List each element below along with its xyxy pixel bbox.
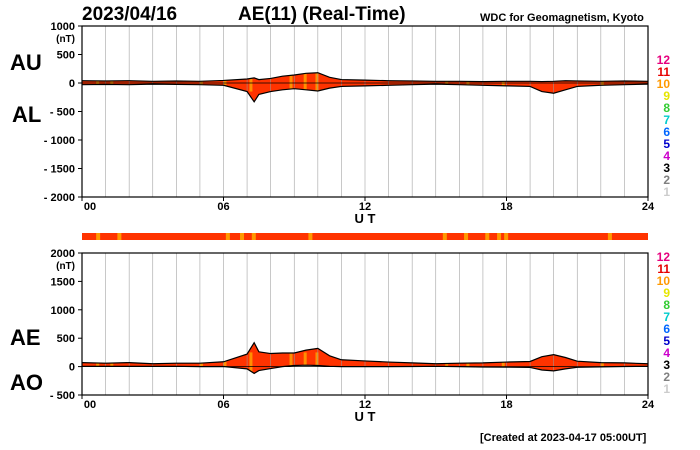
station-count-8: 8 — [663, 298, 670, 312]
p1-ytick-label-1: 1500 — [51, 276, 75, 288]
station-strip-segment-9 — [497, 233, 502, 240]
station-count-3: 3 — [663, 161, 670, 175]
p0-ytick-label-2: 0 — [69, 78, 75, 90]
station-count-4: 4 — [663, 149, 670, 163]
station-count-1: 1 — [663, 185, 670, 199]
station-strip-segment-8 — [485, 233, 490, 240]
p0-ytick-label-3: - 500 — [50, 107, 75, 119]
p1-stripe-11 — [600, 352, 604, 376]
p1-stripe-0 — [96, 352, 100, 376]
station-strip — [82, 233, 648, 240]
p1-ytick-label-0: 2000 — [51, 248, 75, 260]
station-count-3: 3 — [663, 358, 670, 372]
station-count-11: 11 — [657, 262, 670, 276]
station-strip-segment-2 — [225, 233, 230, 240]
station-count-1: 1 — [663, 382, 670, 396]
p0-y-unit-label: (nT) — [56, 34, 75, 45]
p1-stripe-1 — [110, 352, 114, 376]
p1-stripe-6 — [303, 352, 307, 376]
chart-title: AE(11) (Real-Time) — [238, 4, 406, 25]
p1-stripe-9 — [466, 352, 470, 376]
station-count-7: 7 — [663, 113, 670, 127]
p1-stripe-10 — [501, 352, 505, 376]
station-strip-segment-0 — [96, 233, 101, 240]
p1-xtick-label-0: 00 — [84, 399, 96, 411]
chart-date: 2023/04/16 — [82, 4, 178, 25]
p1-ytick-label-3: 500 — [57, 333, 75, 345]
p1-series-ae-line — [81, 341, 649, 365]
station-count-9: 9 — [663, 89, 670, 103]
p0-series-al-line — [81, 83, 649, 103]
station-count-10: 10 — [656, 274, 670, 288]
station-count-6: 6 — [663, 322, 670, 336]
station-count-12: 12 — [656, 53, 670, 67]
station-count-4: 4 — [663, 346, 670, 360]
p1-y-unit-label: (nT) — [56, 261, 75, 272]
p0-ytick-label-4: - 1000 — [44, 135, 75, 147]
station-strip-segment-10 — [504, 233, 509, 240]
station-count-10: 10 — [656, 77, 670, 91]
p1-stripe-3 — [223, 352, 227, 376]
station-strip-segment-7 — [464, 233, 469, 240]
p0-xtick-label-3: 18 — [500, 201, 512, 213]
station-count-legend-bottom: 12 11 10 9 8 7 6 5 4 3 2 1 — [630, 251, 670, 395]
station-strip-segment-11 — [607, 233, 612, 240]
p0-stripe-6 — [303, 68, 307, 92]
station-count-2: 2 — [663, 370, 670, 384]
p0-xtick-label-0: 00 — [84, 201, 96, 213]
station-count-9: 9 — [663, 286, 670, 300]
p0-ytick-label-5: - 1500 — [44, 164, 75, 176]
station-count-6: 6 — [663, 125, 670, 139]
p1-ytick-label-4: 0 — [69, 362, 75, 374]
p1-xtick-label-2: 12 — [359, 399, 371, 411]
ao-label: AO — [10, 370, 43, 395]
p0-xtick-label-2: 12 — [359, 201, 371, 213]
station-count-12: 12 — [656, 250, 670, 264]
p1-stripe-7 — [315, 352, 319, 376]
p1-stripe-2 — [199, 352, 203, 376]
station-count-8: 8 — [663, 101, 670, 115]
p0-ytick-label-1: 500 — [57, 50, 75, 62]
p0-stripe-4 — [249, 68, 253, 92]
station-count-5: 5 — [663, 334, 670, 348]
p0-band-fill — [82, 72, 648, 102]
p1-xtick-label-3: 18 — [500, 399, 512, 411]
p1-x-axis-label: U T — [355, 409, 376, 424]
station-count-legend-top: 12 11 10 9 8 7 6 5 4 3 2 1 — [630, 54, 670, 198]
p0-series-au-line — [81, 72, 649, 83]
p0-ytick-label-0: 1000 — [51, 21, 75, 33]
ae-label: AE — [10, 325, 41, 350]
al-label: AL — [12, 102, 42, 127]
station-count-7: 7 — [663, 310, 670, 324]
p1-xtick-label-1: 06 — [217, 399, 229, 411]
p0-ytick-label-6: - 2000 — [44, 192, 75, 204]
station-count-5: 5 — [663, 137, 670, 151]
p1-stripe-5 — [289, 352, 293, 376]
station-strip-segment-5 — [308, 233, 313, 240]
p0-stripe-7 — [315, 68, 319, 92]
p1-ytick-label-2: 1000 — [51, 305, 75, 317]
station-count-11: 11 — [657, 65, 670, 79]
station-strip-segment-1 — [117, 233, 122, 240]
p1-stripe-4 — [249, 352, 253, 376]
station-strip-segment-6 — [442, 233, 447, 240]
p0-stripe-5 — [289, 68, 293, 92]
data-source: WDC for Geomagnetism, Kyoto — [480, 12, 644, 24]
p0-xtick-label-1: 06 — [217, 201, 229, 213]
p1-ytick-label-5: - 500 — [50, 390, 75, 402]
p0-x-axis-label: U T — [355, 211, 376, 226]
station-strip-segment-3 — [240, 233, 245, 240]
p0-xtick-label-4: 24 — [642, 201, 655, 213]
p1-xtick-label-4: 24 — [642, 399, 655, 411]
station-strip-segment-4 — [251, 233, 256, 240]
au-label: AU — [10, 50, 42, 75]
station-count-2: 2 — [663, 173, 670, 187]
created-timestamp: [Created at 2023-04-17 05:00UT] — [480, 432, 647, 444]
